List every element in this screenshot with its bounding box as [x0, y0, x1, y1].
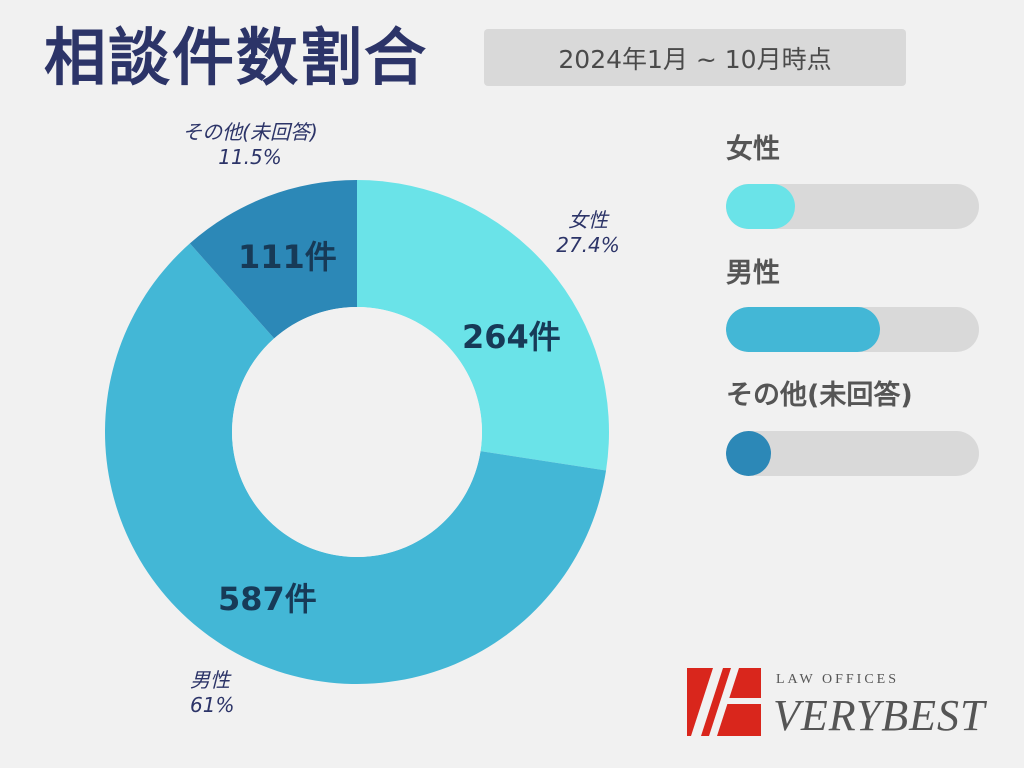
page-title: 相談件数割合	[44, 21, 429, 94]
legend-bar-fill-female	[726, 184, 796, 229]
data-label-female: 264件	[462, 318, 561, 356]
slice-name-female: 女性	[568, 208, 608, 232]
slice-label-other: その他(未回答) 11.5%	[160, 120, 340, 170]
legend-bar-fill-male	[726, 307, 881, 352]
slice-name-male: 男性	[190, 668, 230, 692]
legend-label-other: その他(未回答)	[726, 380, 913, 411]
donut-hole	[232, 307, 482, 557]
verybest-logo: LAW OFFICES VERYBEST	[687, 668, 999, 740]
donut-slice-female	[357, 180, 609, 471]
slice-label-female: 女性 27.4%	[548, 208, 628, 258]
logo-top-text: LAW OFFICES	[776, 672, 900, 687]
legend-bar-female	[726, 184, 979, 229]
slice-percent-female: 27.4%	[556, 233, 620, 257]
legend-bar-other	[726, 431, 979, 476]
slice-label-male: 男性 61%	[180, 668, 260, 718]
slice-name-other: その他(未回答)	[182, 120, 318, 144]
period-text: 2024年1月 ~ 10月時点	[558, 44, 832, 74]
slice-percent-other: 11.5%	[218, 145, 282, 169]
data-label-male: 587件	[218, 580, 317, 618]
data-label-other: 111件	[238, 238, 337, 276]
donut-slice-male	[105, 243, 607, 684]
legend-bar-fill-other	[726, 431, 771, 476]
period-badge: 2024年1月 ~ 10月時点	[484, 29, 906, 86]
legend-label-female: 女性	[726, 134, 780, 165]
logo-main-text: VERYBEST	[773, 691, 986, 740]
legend-bar-male	[726, 307, 979, 352]
legend-label-male: 男性	[726, 258, 780, 289]
donut-slice-other	[189, 180, 357, 339]
slice-percent-male: 61%	[190, 693, 235, 717]
logo-mark-icon	[687, 668, 761, 736]
